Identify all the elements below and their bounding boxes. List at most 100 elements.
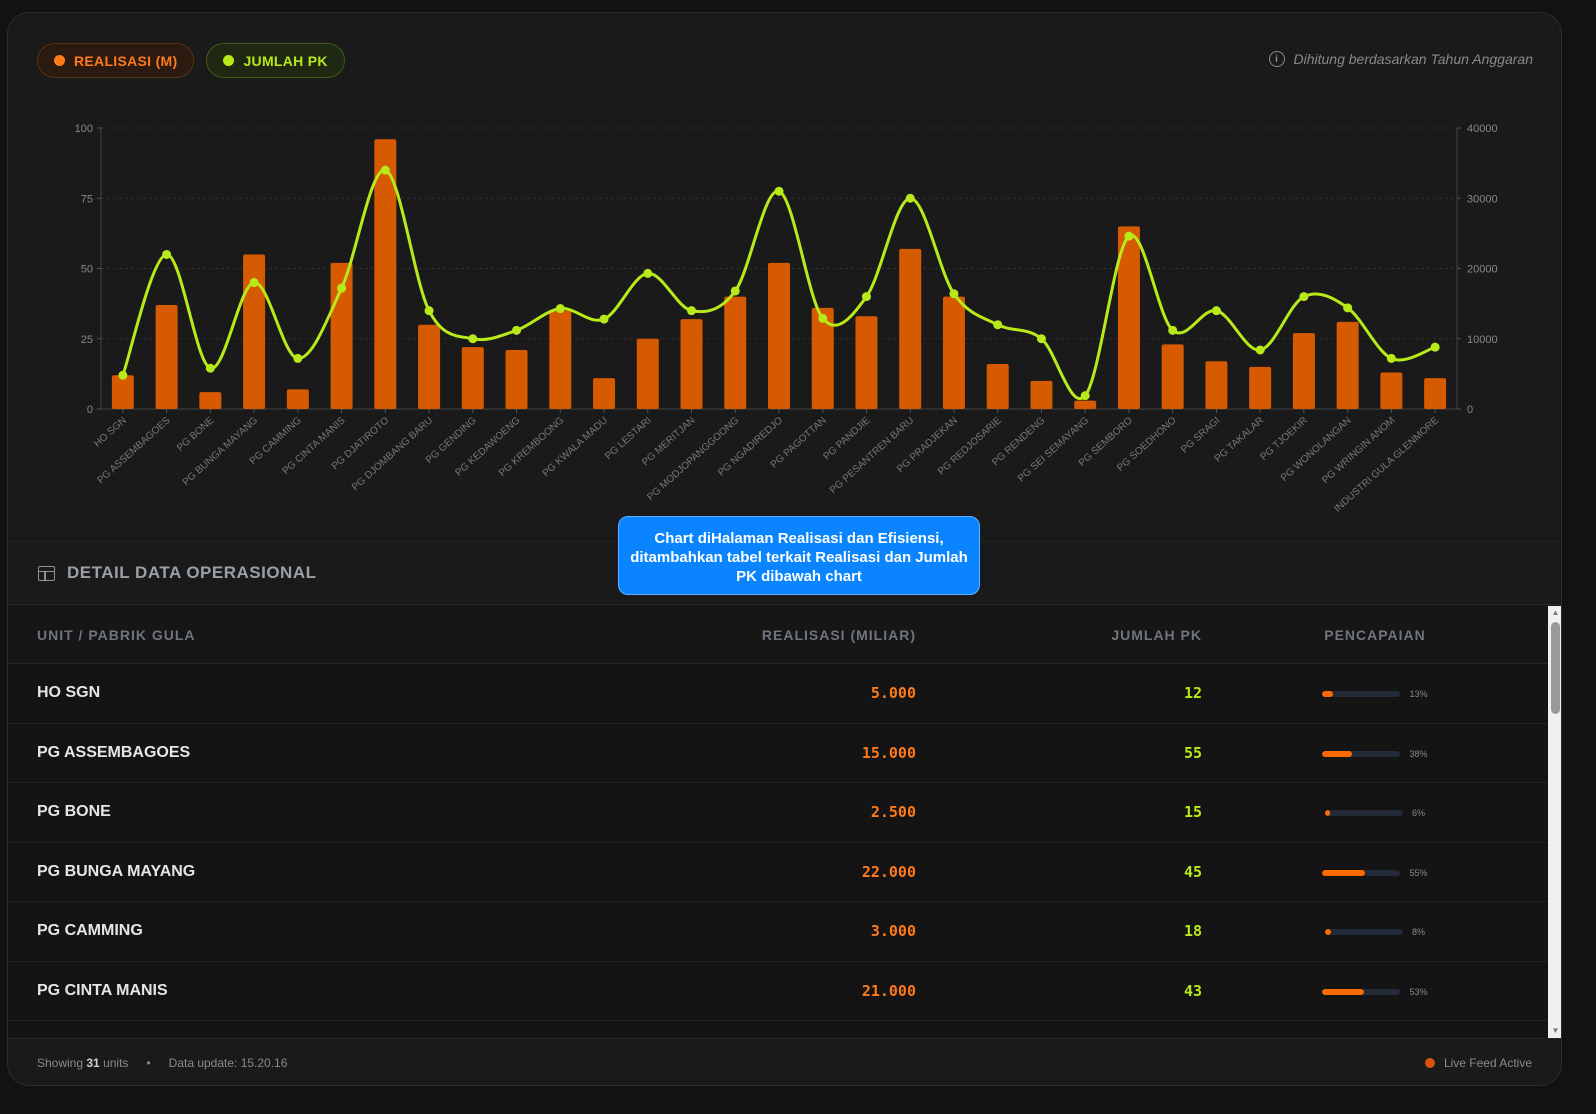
- table-row[interactable]: PG ASSEMBAGOES 15.000 55 38%: [8, 724, 1548, 783]
- realisasi-bar: [1161, 344, 1184, 409]
- pk-dot-icon: [223, 55, 235, 66]
- table-row[interactable]: PG BUNGA MAYANG 22.000 45 55%: [8, 843, 1548, 902]
- pk-point: [1255, 345, 1265, 355]
- progress-bar: [1322, 691, 1401, 698]
- realisasi-bar: [1205, 361, 1228, 409]
- row-pk: 15: [1183, 803, 1202, 822]
- progress-label: 13%: [1409, 689, 1428, 700]
- chart-legend: REALISASI (M) JUMLAH PK: [37, 43, 345, 78]
- scroll-down-icon[interactable]: ▼: [1551, 1026, 1560, 1035]
- realisasi-bar: [986, 364, 1009, 409]
- y-left-tick-label: 50: [81, 264, 93, 276]
- realisasi-bar: [680, 319, 703, 409]
- realisasi-bar: [899, 248, 922, 409]
- row-realisasi: 5.000: [870, 684, 916, 703]
- table-row[interactable]: PG CINTA MANIS 21.000 43 53%: [8, 962, 1548, 1021]
- scroll-up-icon[interactable]: ▲: [1551, 608, 1560, 617]
- realisasi-bar: [1380, 372, 1403, 409]
- y-left-tick-label: 25: [81, 334, 93, 346]
- pk-point: [162, 249, 172, 259]
- realisasi-bar: [286, 389, 309, 409]
- row-pencapaian: 55%: [1202, 863, 1548, 881]
- progress-bar: [1324, 929, 1403, 936]
- pk-point: [1299, 292, 1309, 302]
- row-pencapaian: 53%: [1202, 982, 1548, 1000]
- row-unit: PG BONE: [37, 803, 111, 821]
- row-unit: PG CINTA MANIS: [37, 981, 168, 999]
- pk-point: [424, 306, 434, 316]
- realisasi-bar: [1030, 380, 1053, 409]
- pk-point: [293, 353, 303, 363]
- table-header-row: UNIT / PABRIK GULA REALISASI (MILIAR) JU…: [8, 606, 1548, 664]
- realisasi-bar: [1292, 333, 1315, 409]
- progress-label: 6%: [1411, 808, 1425, 819]
- pk-point: [861, 292, 871, 302]
- pk-point: [643, 268, 653, 278]
- x-tick-label: PG WRINGIN ANOM: [1320, 415, 1397, 486]
- pk-point: [730, 286, 740, 296]
- header-pk[interactable]: JUMLAH PK: [1111, 626, 1202, 643]
- row-pk: 45: [1183, 862, 1202, 881]
- pk-point: [818, 313, 828, 323]
- progress-label: 8%: [1411, 927, 1425, 938]
- data-update-text: Data update: 15.20.16: [168, 1056, 288, 1070]
- row-pencapaian: 13%: [1202, 684, 1548, 702]
- pk-point: [905, 193, 915, 203]
- scroll-thumb[interactable]: [1551, 622, 1560, 714]
- row-unit: PG CAMMING: [37, 922, 143, 940]
- realisasi-bar: [593, 378, 616, 409]
- header-pencapaian[interactable]: PENCAPAIAN: [1324, 626, 1426, 643]
- realisasi-bar: [724, 296, 747, 409]
- header-realisasi[interactable]: REALISASI (MILIAR): [761, 626, 916, 643]
- realisasi-bar: [199, 392, 222, 409]
- table-scrollbar[interactable]: ▲ ▼: [1548, 606, 1561, 1038]
- realisasi-bar: [549, 310, 572, 409]
- legend-pk-toggle[interactable]: JUMLAH PK: [206, 43, 345, 78]
- row-realisasi: 22.000: [861, 862, 916, 881]
- row-realisasi: 15.000: [861, 743, 916, 762]
- pk-point: [1343, 303, 1353, 313]
- section-title: DETAIL DATA OPERASIONAL: [67, 563, 317, 582]
- pk-point: [468, 334, 478, 344]
- row-pk: 43: [1183, 981, 1202, 1000]
- x-tick-label: PG SRAGI: [1179, 415, 1222, 456]
- annotation-callout: Chart diHalaman Realisasi dan Efisiensi,…: [618, 516, 980, 595]
- x-tick-label: PG ASSEMBAGOES: [95, 415, 172, 486]
- legend-realisasi-label: REALISASI (M): [74, 52, 178, 69]
- pk-point: [555, 304, 565, 314]
- row-unit: PG ASSEMBAGOES: [37, 743, 191, 761]
- progress-fill: [1322, 988, 1364, 995]
- legend-realisasi-toggle[interactable]: REALISASI (M): [37, 43, 195, 78]
- dashboard-panel: REALISASI (M) JUMLAH PK i Dihitung berda…: [7, 12, 1562, 1086]
- pk-point: [249, 278, 259, 288]
- pk-point: [1080, 391, 1090, 401]
- table-row[interactable]: PG CAMMING 3.000 18 8%: [8, 902, 1548, 962]
- row-realisasi: 2.500: [870, 803, 916, 822]
- y-left-tick-label: 100: [75, 123, 93, 135]
- live-dot-icon: [1424, 1058, 1435, 1068]
- header-unit[interactable]: UNIT / PABRIK GULA: [37, 626, 196, 643]
- table-row[interactable]: HO SGN 5.000 12 13%: [8, 664, 1548, 724]
- realisasi-bar: [505, 349, 528, 409]
- table-row[interactable]: PG BONE 2.500 15 6%: [8, 783, 1548, 843]
- row-pk: 12: [1183, 684, 1202, 703]
- realisasi-bar: [374, 139, 397, 410]
- progress-fill: [1324, 810, 1330, 817]
- progress-bar: [1324, 810, 1403, 817]
- row-realisasi: 3.000: [870, 922, 916, 941]
- realisasi-bar: [1336, 321, 1359, 409]
- footer-bullet: •: [146, 1056, 151, 1070]
- pk-point: [993, 320, 1003, 330]
- progress-label: 38%: [1409, 748, 1428, 759]
- pk-point: [380, 165, 390, 175]
- table-footer: Showing 31 units • Data update: 15.20.16…: [8, 1038, 1561, 1085]
- y-right-tick-label: 10000: [1467, 334, 1498, 346]
- pk-point: [1124, 231, 1134, 241]
- realisasi-bar: [1424, 378, 1447, 409]
- realisasi-bar: [636, 338, 659, 409]
- progress-label: 53%: [1409, 986, 1428, 997]
- y-right-tick-label: 40000: [1467, 123, 1498, 135]
- realisasi-bar: [942, 296, 965, 409]
- row-unit: HO SGN: [37, 684, 101, 702]
